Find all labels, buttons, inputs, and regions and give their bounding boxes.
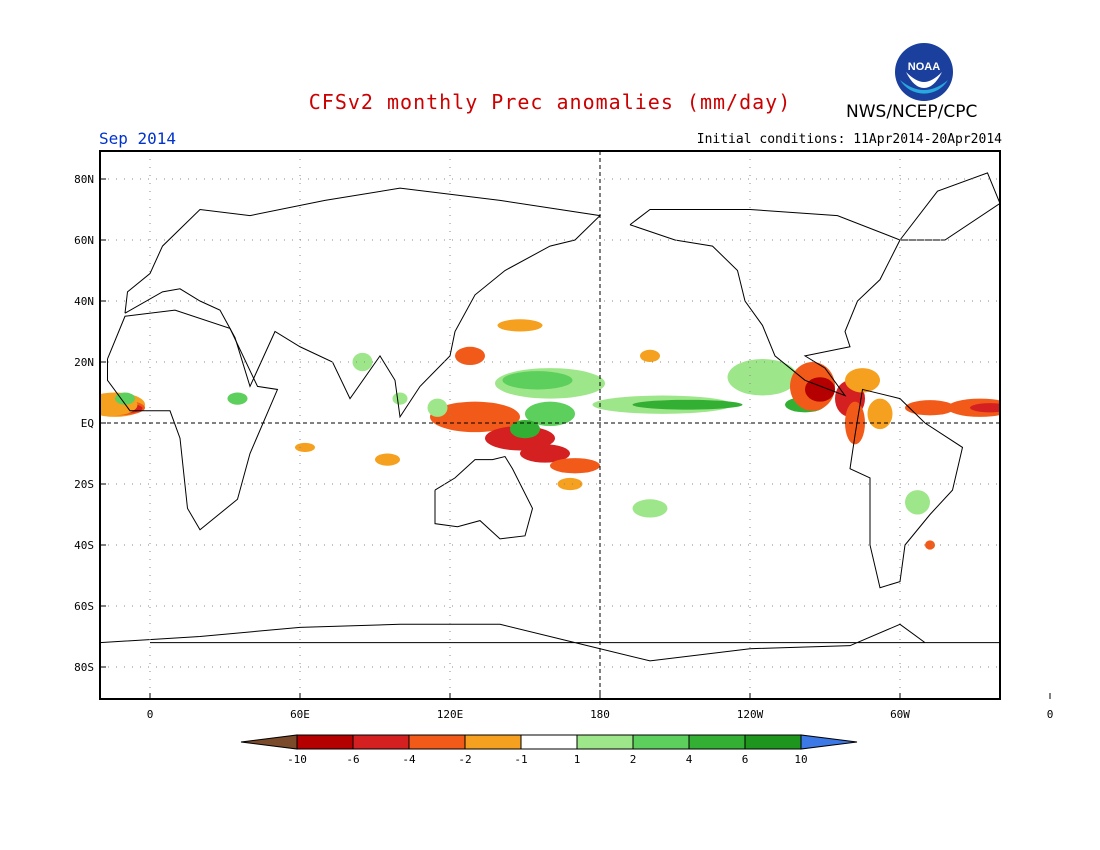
anomaly-region	[557, 477, 583, 491]
map-frame	[99, 150, 1001, 700]
anomaly-region	[727, 358, 798, 396]
lon-tick-label: 180	[590, 708, 610, 721]
anomaly-region	[427, 398, 448, 417]
anomaly-region	[632, 499, 668, 518]
noaa-logo: NOAA	[895, 43, 953, 101]
map-title: CFSv2 monthly Prec anomalies (mm/day)	[308, 90, 792, 114]
colorbar-segment	[464, 734, 522, 750]
anomaly-region	[375, 453, 400, 466]
anomaly-region	[640, 349, 660, 362]
colorbar-segment	[576, 734, 634, 750]
anomaly-region	[115, 392, 135, 405]
noaa-logo-text: NOAA	[908, 61, 940, 73]
anomaly-region	[525, 401, 575, 427]
colorbar-label: 6	[742, 753, 749, 766]
lat-tick-label: 60S	[74, 600, 94, 613]
anomaly-region	[502, 371, 573, 390]
colorbar-label: -4	[402, 753, 416, 766]
colorbar-segment	[352, 734, 410, 750]
lon-tick-label: 120W	[737, 708, 764, 721]
colorbar-label: 2	[630, 753, 637, 766]
anomaly-region	[430, 401, 520, 433]
colorbar-segment	[632, 734, 690, 750]
colorbar-segment	[688, 734, 746, 750]
anomaly-region	[905, 490, 930, 515]
lon-tick-label: 120E	[437, 708, 464, 721]
coastline	[100, 623, 1000, 662]
colorbar-label: -10	[287, 753, 307, 766]
colorbar-segment	[520, 734, 578, 750]
anomaly-region	[510, 419, 540, 439]
lat-tick-label: 60N	[74, 234, 94, 247]
anomaly-region	[455, 346, 485, 366]
lon-tick-label: 0	[1047, 708, 1054, 721]
anomaly-region	[845, 401, 865, 445]
anomaly-region	[497, 319, 543, 332]
organization-label: NWS/NCEP/CPC	[846, 102, 978, 122]
lat-tick-label: 40N	[74, 295, 94, 308]
colorbar-label: 4	[686, 753, 693, 766]
lat-tick-label: 80N	[74, 173, 94, 186]
anomaly-region	[925, 540, 935, 550]
coastline	[107, 309, 279, 531]
colorbar-label: 10	[794, 753, 807, 766]
anomaly-region	[970, 403, 1000, 413]
coastline	[124, 187, 602, 419]
colorbar-label: -1	[514, 753, 527, 766]
anomaly-region	[550, 458, 600, 474]
lat-tick-label: 80S	[74, 661, 94, 674]
coastline	[434, 455, 534, 540]
lat-tick-label: EQ	[81, 417, 94, 430]
colorbar-end-high	[800, 734, 858, 750]
colorbar-label: 1	[574, 753, 581, 766]
anomaly-region	[632, 399, 743, 410]
anomaly-region	[905, 400, 955, 416]
anomaly-region	[392, 392, 408, 405]
map-area	[100, 151, 1000, 699]
anomaly-region	[295, 442, 315, 452]
colorbar-label: -2	[458, 753, 471, 766]
initial-conditions-label: Initial conditions: 11Apr2014-20Apr2014	[696, 132, 1002, 147]
lon-tick-label: 60W	[890, 708, 910, 721]
anomaly-region	[352, 352, 373, 372]
lat-tick-label: 40S	[74, 539, 94, 552]
coastline	[849, 388, 964, 589]
valid-month-label: Sep 2014	[99, 129, 177, 148]
colorbar-segment	[408, 734, 466, 750]
colorbar-end-low	[240, 734, 298, 750]
colorbar-segment	[296, 734, 354, 750]
lon-tick-label: 60E	[290, 708, 310, 721]
colorbar-label: -6	[346, 753, 359, 766]
lat-tick-label: 20S	[74, 478, 94, 491]
anomaly-region	[520, 444, 570, 463]
lon-tick-label: 0	[147, 708, 154, 721]
coastline	[629, 209, 901, 397]
anomaly-region	[227, 392, 248, 405]
coastline	[899, 172, 1000, 241]
anomaly-region	[867, 398, 893, 430]
anomaly-region	[845, 368, 880, 393]
lat-tick-label: 20N	[74, 356, 94, 369]
colorbar-segment	[744, 734, 802, 750]
